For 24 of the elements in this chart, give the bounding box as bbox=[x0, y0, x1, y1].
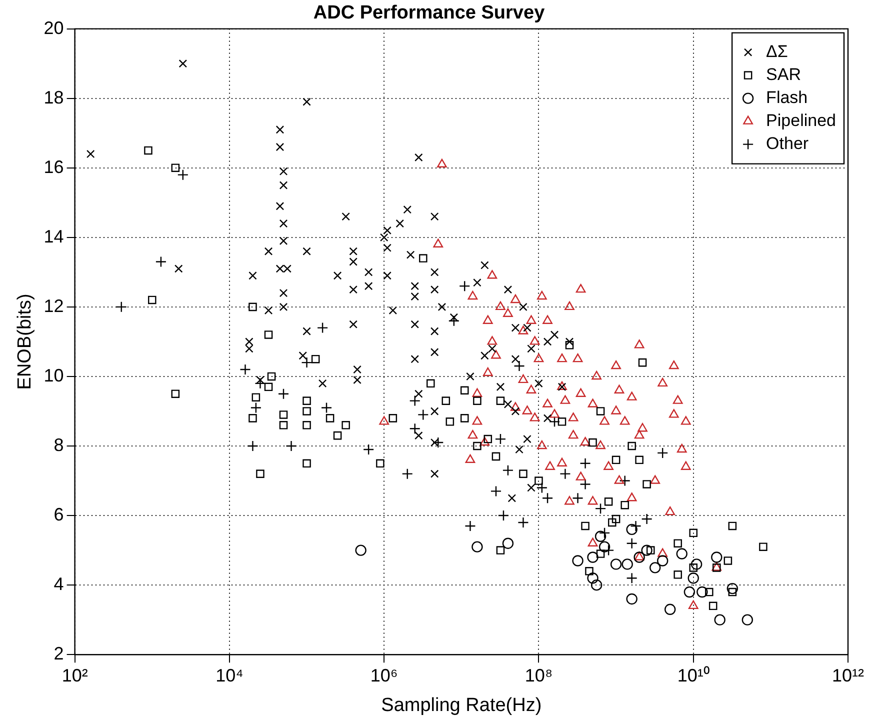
y-tick-label: 14 bbox=[44, 226, 64, 246]
legend-label: SAR bbox=[766, 64, 802, 84]
legend-label: Pipelined bbox=[766, 110, 836, 130]
y-tick-label: 2 bbox=[54, 644, 64, 664]
x-axis-title: Sampling Rate(Hz) bbox=[381, 694, 542, 716]
x-tick-label: 10⁶ bbox=[370, 665, 398, 686]
y-tick-label: 6 bbox=[54, 504, 64, 524]
y-tick-label: 12 bbox=[44, 296, 64, 316]
x-tick-label: 10² bbox=[62, 665, 88, 686]
y-tick-label: 20 bbox=[44, 18, 64, 38]
x-tick-label: 10¹⁰ bbox=[677, 665, 710, 686]
legend-label: Flash bbox=[766, 88, 808, 107]
y-tick-label: 10 bbox=[44, 365, 64, 386]
x-tick-label: 10¹² bbox=[832, 665, 864, 686]
y-tick-label: 18 bbox=[44, 87, 64, 108]
x-tick-label: 10⁴ bbox=[216, 665, 244, 686]
legend-label: Other bbox=[766, 134, 809, 153]
chart-title: ADC Performance Survey bbox=[313, 2, 546, 24]
y-tick-label: 4 bbox=[54, 574, 64, 594]
y-axis-title: ENOB(bits) bbox=[14, 294, 36, 390]
legend-label: ΔΣ bbox=[766, 42, 788, 61]
y-tick-label: 16 bbox=[44, 156, 64, 177]
x-tick-label: 10⁸ bbox=[524, 665, 553, 686]
y-tick-label: 8 bbox=[54, 434, 64, 455]
